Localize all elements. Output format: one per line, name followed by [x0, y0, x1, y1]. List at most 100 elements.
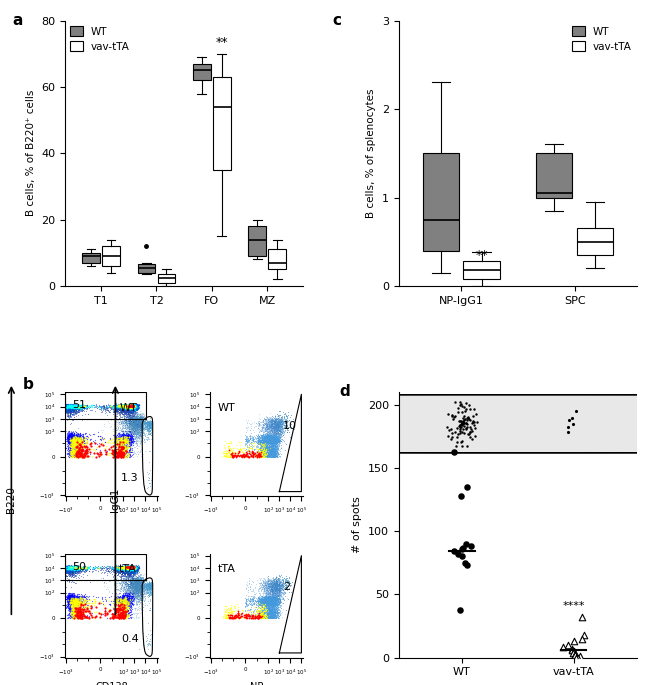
Point [71, 561, 81, 572]
Point [64, 591, 75, 602]
Point [132, 562, 142, 573]
Point [266, 420, 276, 431]
Point [93, 430, 103, 441]
Point [263, 589, 274, 600]
Point [127, 563, 137, 574]
Point [261, 441, 272, 452]
Point [263, 592, 274, 603]
Point [133, 420, 144, 431]
Point [122, 399, 132, 410]
Point [270, 421, 280, 432]
Point [64, 401, 75, 412]
Point [129, 563, 139, 574]
Point [53, 429, 64, 440]
Point [129, 575, 139, 586]
Point [99, 403, 110, 414]
Point [135, 581, 145, 592]
Point [73, 438, 83, 449]
Point [123, 433, 133, 444]
Point [70, 429, 80, 440]
Point [118, 401, 129, 412]
Point [142, 421, 152, 432]
Point [134, 422, 144, 433]
Point [273, 589, 283, 600]
Point [130, 415, 140, 426]
Point [125, 401, 136, 412]
Point [265, 592, 276, 603]
Point [122, 562, 133, 573]
Point [124, 421, 135, 432]
Point [269, 577, 280, 588]
Point [123, 403, 133, 414]
Point [65, 562, 75, 573]
Point [62, 562, 72, 573]
Point [129, 561, 139, 572]
Point [135, 589, 145, 600]
Point [273, 590, 283, 601]
Point [66, 403, 77, 414]
Point [62, 564, 72, 575]
Point [224, 440, 235, 451]
Point [69, 447, 79, 458]
Point [120, 584, 131, 595]
Point [259, 421, 269, 432]
Point [73, 592, 84, 603]
Point [134, 429, 144, 440]
Point [120, 403, 131, 414]
Point [131, 419, 142, 429]
Point [98, 401, 108, 412]
Point [116, 576, 126, 587]
Point [260, 435, 270, 446]
Point [63, 592, 73, 603]
Point [122, 562, 132, 573]
Point [268, 436, 278, 447]
Point [268, 592, 279, 603]
Point [68, 403, 79, 414]
Point [111, 564, 121, 575]
Point [68, 562, 79, 573]
Point [276, 600, 286, 611]
Point [131, 402, 142, 413]
Point [263, 577, 274, 588]
Point [69, 404, 79, 415]
Point [73, 598, 84, 609]
Point [259, 595, 269, 606]
Point [67, 441, 77, 452]
Point [132, 574, 142, 585]
Point [136, 580, 147, 590]
Point [263, 451, 273, 462]
Point [264, 591, 274, 602]
Point [126, 412, 136, 423]
Point [272, 581, 282, 592]
Point [122, 562, 133, 573]
Point [102, 405, 112, 416]
Point [124, 401, 135, 412]
Point [129, 564, 140, 575]
Point [259, 419, 270, 429]
Point [64, 406, 74, 416]
Point [109, 563, 119, 574]
Point [266, 427, 276, 438]
Point [70, 596, 81, 607]
Point [121, 434, 131, 445]
Point [124, 561, 135, 572]
Point [140, 599, 150, 610]
Point [119, 611, 129, 622]
Point [137, 578, 148, 589]
Point [94, 438, 105, 449]
Point [259, 438, 269, 449]
Point [64, 562, 74, 573]
Point [65, 435, 75, 446]
Point [130, 580, 140, 591]
Point [268, 431, 278, 442]
Point [256, 442, 266, 453]
Point [111, 592, 121, 603]
Point [118, 401, 129, 412]
Point [262, 447, 272, 458]
Point [277, 434, 287, 445]
Point [275, 585, 285, 596]
Point [116, 564, 127, 575]
PathPatch shape [268, 249, 286, 269]
Point [70, 566, 81, 577]
Point [146, 576, 156, 587]
